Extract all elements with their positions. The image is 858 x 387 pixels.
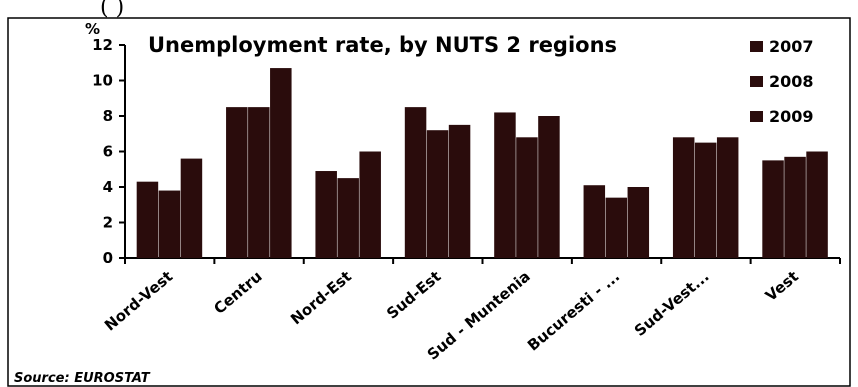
legend-label: 2008	[769, 72, 814, 91]
bar-2007	[315, 171, 337, 258]
x-category-label: Centru	[210, 267, 265, 317]
bar-2008	[784, 156, 806, 258]
y-tick-label: 6	[103, 143, 113, 161]
header-fragment: ( )	[100, 0, 124, 20]
x-category-label: Sud-Est	[383, 267, 444, 322]
bar-2007	[226, 107, 248, 258]
y-axis: 0 2 4 6 8 10 12	[92, 36, 126, 267]
y-tick-label: 2	[103, 214, 113, 232]
chart-title: Unemployment rate, by NUTS 2 regions	[148, 33, 617, 57]
bar-2009	[270, 68, 292, 258]
x-category-label: Sud-Vest...	[631, 267, 713, 340]
legend-swatch	[750, 41, 763, 52]
y-tick-label: 4	[103, 178, 113, 196]
bar-2009	[448, 124, 471, 258]
legend-label: 2007	[769, 37, 814, 56]
bar-2007	[494, 112, 516, 258]
legend-swatch	[750, 111, 763, 122]
bar-2007	[762, 160, 784, 258]
x-category-label: Vest	[762, 267, 802, 305]
x-category-label: Nord-Vest	[101, 267, 176, 334]
bar-2009	[180, 158, 203, 258]
bar-2008	[158, 190, 181, 258]
legend-swatch	[750, 76, 763, 87]
bar-2008	[605, 197, 628, 258]
bar-2009	[538, 116, 560, 258]
bar-2007	[672, 137, 695, 258]
bar-2009	[627, 187, 650, 258]
y-tick-label: 10	[92, 72, 113, 90]
bar-2007	[136, 181, 159, 258]
legend-label: 2009	[769, 107, 814, 126]
y-tick-label: 0	[103, 249, 113, 267]
bar-2008	[694, 142, 717, 258]
bar-2008	[516, 137, 538, 258]
y-axis-unit: %	[85, 20, 100, 38]
x-category-label: Nord-Est	[287, 267, 355, 328]
plot-bars	[124, 68, 841, 264]
legend: 2007 2008 2009	[750, 37, 814, 126]
bar-2008	[337, 178, 359, 258]
bar-2008	[248, 107, 270, 258]
bar-2007	[583, 185, 606, 258]
bar-2008	[426, 130, 449, 258]
bar-2009	[716, 137, 739, 258]
bar-2007	[404, 107, 427, 258]
y-tick-label: 8	[103, 107, 113, 125]
bar-2009	[359, 151, 381, 258]
bar-2009	[806, 151, 828, 258]
y-tick-label: 12	[92, 36, 113, 54]
chart-border	[7, 17, 851, 387]
x-category-label: Bucuresti - ...	[524, 267, 623, 354]
source-note: Source: EUROSTAT	[14, 371, 151, 386]
